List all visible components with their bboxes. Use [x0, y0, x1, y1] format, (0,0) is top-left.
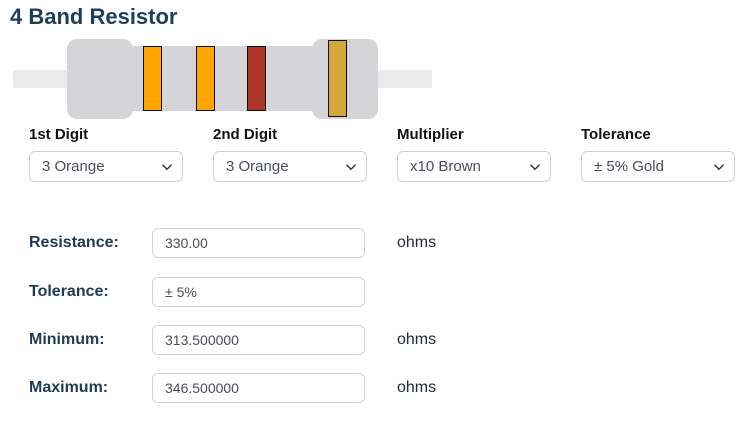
multiplier-select[interactable]: x10 Brown	[397, 151, 551, 182]
minimum-label: Minimum:	[29, 331, 105, 348]
resistor-graphic	[0, 0, 744, 125]
selector-multiplier: Multiplier x10 Brown	[397, 126, 551, 182]
second-digit-label: 2nd Digit	[213, 126, 278, 143]
resistor-body-left-cap	[67, 39, 133, 119]
minimum-input[interactable]	[152, 325, 365, 355]
result-row-maximum: Maximum: ohms	[0, 373, 744, 403]
tolerance-result-label: Tolerance:	[29, 283, 109, 300]
band-multiplier	[247, 46, 266, 111]
resistance-input[interactable]	[152, 228, 365, 258]
resistance-label: Resistance:	[29, 234, 119, 251]
result-row-minimum: Minimum: ohms	[0, 325, 744, 355]
first-digit-select[interactable]: 3 Orange	[29, 151, 183, 182]
selector-tolerance: Tolerance ± 5% Gold	[581, 126, 735, 182]
second-digit-select[interactable]: 3 Orange	[213, 151, 367, 182]
first-digit-label: 1st Digit	[29, 126, 89, 143]
result-row-tolerance: Tolerance:	[0, 277, 744, 307]
tolerance-input[interactable]	[152, 277, 365, 307]
band-tolerance	[328, 40, 347, 117]
multiplier-label: Multiplier	[397, 126, 464, 143]
maximum-label: Maximum:	[29, 379, 109, 396]
maximum-input[interactable]	[152, 373, 365, 403]
page-title: 4 Band Resistor	[10, 4, 178, 29]
selector-1st-digit: 1st Digit 3 Orange	[29, 126, 183, 182]
minimum-unit: ohms	[397, 331, 437, 348]
tolerance-label: Tolerance	[581, 126, 651, 143]
result-row-resistance: Resistance: ohms	[0, 228, 744, 258]
tolerance-select[interactable]: ± 5% Gold	[581, 151, 735, 182]
band-1st-digit	[143, 46, 162, 111]
maximum-unit: ohms	[397, 379, 437, 396]
band-2nd-digit	[196, 46, 215, 111]
selector-2nd-digit: 2nd Digit 3 Orange	[213, 126, 367, 182]
resistance-unit: ohms	[397, 234, 437, 251]
